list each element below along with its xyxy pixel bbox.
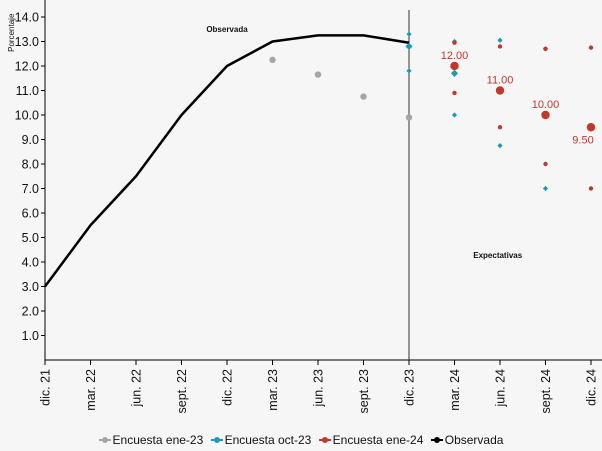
ene24-range-max [543, 46, 548, 52]
legend-label-oct23: Encuesta oct-23 [224, 433, 312, 447]
x-tick-label: jun. 22 [130, 369, 144, 408]
legend-symbol-ene24 [318, 435, 331, 445]
y-tick-label: 5.0 [22, 231, 39, 245]
legend-symbol-oct23 [210, 435, 223, 445]
y-tick-label: 11.0 [16, 84, 39, 98]
ene24-median [495, 86, 505, 95]
ene24-range-min [543, 161, 548, 167]
y-tick-label: 14.0 [15, 11, 39, 25]
legend-item-oct23: Encuesta oct-23 [210, 433, 312, 447]
x-tick-label: sept. 22 [175, 369, 189, 414]
x-tick-label: dic. 24 [585, 369, 599, 406]
x-tick-label: jun. 23 [312, 369, 326, 408]
ene24-range-min [497, 125, 503, 130]
ene24-median-label: 10.00 [532, 99, 560, 111]
oct23-range-max [406, 31, 412, 37]
x-tick-label: dic. 21 [39, 369, 53, 406]
y-tick-label: 9.0 [22, 133, 39, 147]
oct23-range-min [497, 143, 503, 149]
ene23-point [405, 114, 413, 121]
legend-symbol-observada [430, 435, 443, 445]
ene24-range-max [497, 44, 503, 49]
annotation-expectativas: Expectativas [473, 251, 522, 260]
x-tick-label: sept. 24 [539, 369, 553, 414]
x-tick-label: mar. 22 [84, 369, 98, 411]
annotation-observada: Observada [206, 25, 248, 34]
legend-label-ene23: Encuesta ene-23 [112, 433, 204, 447]
oct23-median [405, 42, 413, 50]
ene24-median [586, 123, 596, 132]
legend-item-ene23: Encuesta ene-23 [98, 433, 204, 447]
legend-item-observada: Observada [430, 433, 504, 447]
oct23-range-min [542, 185, 549, 192]
ene24-median-label: 12.00 [441, 50, 469, 62]
ene24-median-label: 9.50 [572, 134, 593, 146]
oct23-range-min [406, 68, 412, 74]
ene23-point [269, 56, 276, 64]
y-axis-title: Porcentaje [7, 13, 16, 52]
legend-symbol-ene23 [98, 435, 111, 445]
x-tick-label: mar. 24 [448, 369, 462, 411]
y-tick-label: 12.0 [15, 60, 39, 74]
y-tick-label: 10.0 [15, 109, 39, 123]
y-tick-label: 1.0 [22, 329, 39, 343]
y-tick-label: 6.0 [22, 207, 39, 221]
y-tick-label: 8.0 [22, 158, 39, 172]
x-tick-label: dic. 23 [403, 369, 417, 406]
oct23-median [450, 69, 459, 77]
y-tick-label: 4.0 [22, 256, 39, 270]
ene23-point [360, 93, 367, 100]
x-tick-label: jun. 24 [494, 369, 508, 408]
ene23-point [314, 71, 322, 78]
legend-label-ene24: Encuesta ene-24 [332, 433, 424, 447]
ene24-median [450, 61, 459, 71]
x-tick-label: mar. 23 [266, 369, 280, 411]
y-tick-label: 7.0 [22, 182, 39, 196]
x-tick-label: dic. 22 [221, 369, 235, 406]
legend-item-ene24: Encuesta ene-24 [318, 433, 424, 447]
ene24-median-label: 11.00 [487, 75, 514, 87]
y-tick-label: 13.0 [15, 35, 39, 49]
ene24-range-min [452, 90, 457, 96]
legend: Encuesta ene-23 Encuesta oct-23 Encuesta… [0, 433, 602, 447]
oct23-range-max [497, 37, 503, 43]
ene24-median [541, 110, 550, 120]
x-tick-label: sept. 23 [357, 369, 371, 414]
oct23-range-min [451, 112, 458, 118]
observed-line [43, 34, 410, 288]
ene24-range-max [588, 45, 594, 50]
y-tick-label: 2.0 [22, 305, 39, 319]
ene24-range-max [452, 40, 457, 45]
y-tick-label: 3.0 [22, 280, 39, 294]
legend-label-observada: Observada [444, 433, 504, 447]
ene24-range-min [588, 186, 594, 191]
